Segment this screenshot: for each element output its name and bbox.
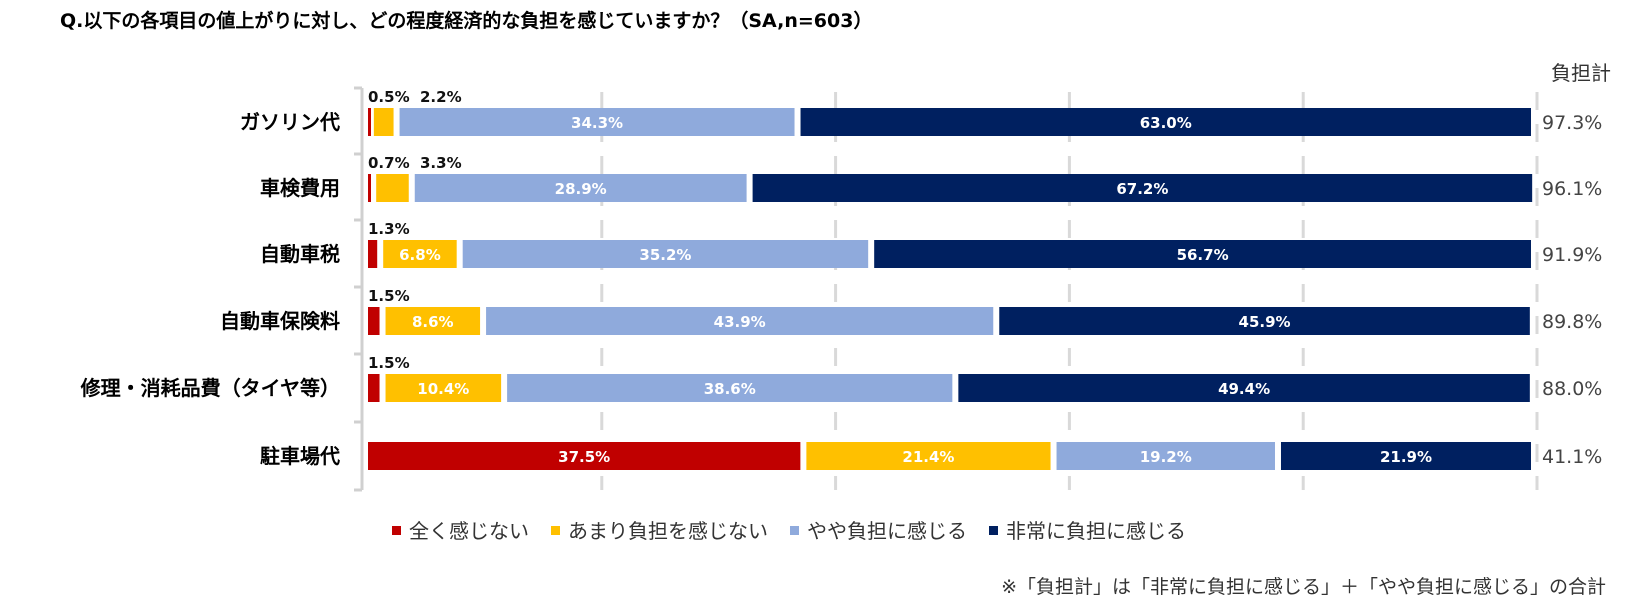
bar-segment	[368, 374, 380, 402]
data-labels: 34.3% 63.0% 0.5% 2.2% 28.9% 67.2% 0.7% 3.3% 6.8%…	[368, 88, 1432, 466]
total-label: 96.1%	[1542, 178, 1602, 200]
data-label: 3.3%	[420, 154, 462, 172]
data-label: 1.5%	[368, 287, 410, 305]
data-label: 56.7%	[1177, 246, 1229, 264]
bar-segment	[373, 108, 394, 136]
legend-label: あまり負担を感じない	[568, 519, 768, 543]
data-label: 49.4%	[1218, 380, 1270, 398]
legend-swatch	[790, 526, 799, 535]
bar-segment	[874, 240, 1531, 268]
data-label: 1.3%	[368, 220, 410, 238]
bar-segment	[376, 174, 409, 202]
legend-label: やや負担に感じる	[807, 519, 967, 543]
data-label: 28.9%	[555, 180, 607, 198]
data-label: 67.2%	[1116, 180, 1168, 198]
bar-segment	[806, 442, 1051, 470]
category-label: 自動車保険料	[220, 309, 340, 333]
legend-swatch	[551, 526, 560, 535]
legend-label: 全く感じない	[409, 519, 529, 543]
total-labels: 97.3% 96.1% 91.9% 89.8% 88.0% 41.1%	[1542, 112, 1602, 468]
bar-segment	[1056, 442, 1275, 470]
bar-segment	[368, 240, 378, 268]
gridlines	[600, 92, 1539, 490]
data-label: 6.8%	[399, 246, 441, 264]
total-label: 88.0%	[1542, 378, 1602, 400]
data-label: 35.2%	[639, 246, 691, 264]
data-label: 38.6%	[704, 380, 756, 398]
data-label: 63.0%	[1140, 114, 1192, 132]
data-label: 43.9%	[714, 313, 766, 331]
category-label: 自動車税	[260, 242, 340, 266]
bar-segment	[958, 374, 1530, 402]
data-label: 1.5%	[368, 354, 410, 372]
total-label: 91.9%	[1542, 244, 1602, 266]
bar-segment	[486, 307, 994, 335]
data-label: 2.2%	[420, 88, 462, 106]
category-label: 駐車場代	[260, 444, 340, 468]
bar-segment	[368, 108, 371, 136]
category-label: 修理・消耗品費（タイヤ等）	[80, 376, 340, 400]
total-label: 97.3%	[1542, 112, 1602, 134]
bar-segment	[368, 307, 380, 335]
chart-title: Q.以下の各項目の値上がりに対し、どの程度経済的な負担を感じていますか？（SA,…	[60, 9, 872, 32]
bar-segment	[1280, 442, 1531, 470]
bar-segment	[385, 307, 481, 335]
total-header: 負担計	[1551, 61, 1611, 85]
legend-label: 非常に負担に感じる	[1006, 519, 1186, 543]
data-label: 8.6%	[412, 313, 454, 331]
bar-segment	[462, 240, 869, 268]
data-label: 0.7%	[368, 154, 410, 172]
data-label: 0.5%	[368, 88, 410, 106]
category-label: 車検費用	[260, 176, 340, 200]
bars	[368, 108, 1533, 470]
data-label: 45.9%	[1239, 313, 1291, 331]
footnote: ※「負担計」は「非常に負担に感じる」＋「やや負担に感じる」の合計	[1001, 576, 1606, 598]
category-label: ガソリン代	[240, 110, 340, 134]
data-label: 19.2%	[1140, 448, 1192, 466]
bar-segment	[752, 174, 1533, 202]
total-label: 89.8%	[1542, 311, 1602, 333]
data-label: 37.5%	[558, 448, 610, 466]
total-label: 41.1%	[1542, 446, 1602, 468]
legend-swatch	[392, 526, 401, 535]
data-label: 10.4%	[417, 380, 469, 398]
bar-segment	[414, 174, 747, 202]
bar-segment	[399, 108, 795, 136]
bar-segment	[368, 442, 801, 470]
bar-segment	[385, 374, 502, 402]
data-label: 21.9%	[1380, 448, 1432, 466]
legend: 全く感じない あまり負担を感じない やや負担に感じる 非常に負担に感じる	[392, 519, 1186, 543]
bar-segment	[800, 108, 1531, 136]
category-axis	[354, 86, 364, 492]
legend-swatch	[989, 526, 998, 535]
data-label: 21.4%	[902, 448, 954, 466]
bar-segment	[507, 374, 953, 402]
bar-segment	[383, 240, 457, 268]
bar-segment	[999, 307, 1530, 335]
bar-segment	[368, 174, 371, 202]
data-label: 34.3%	[571, 114, 623, 132]
